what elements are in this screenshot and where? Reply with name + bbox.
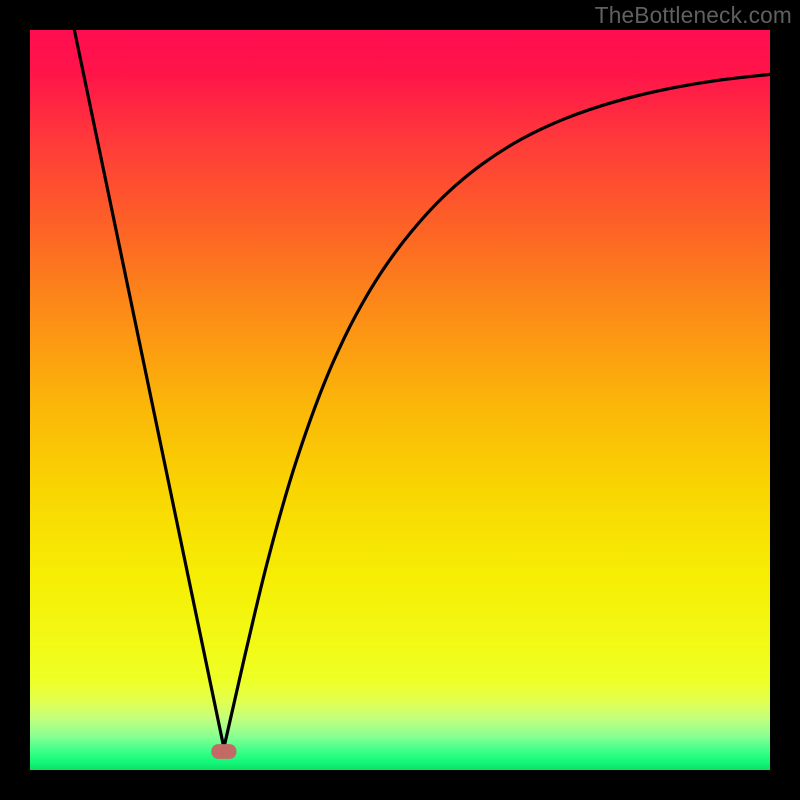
chart-svg xyxy=(0,0,800,800)
notch-marker xyxy=(211,744,236,759)
watermark-text: TheBottleneck.com xyxy=(595,2,792,29)
plot-background xyxy=(30,30,770,770)
chart-stage: TheBottleneck.com xyxy=(0,0,800,800)
